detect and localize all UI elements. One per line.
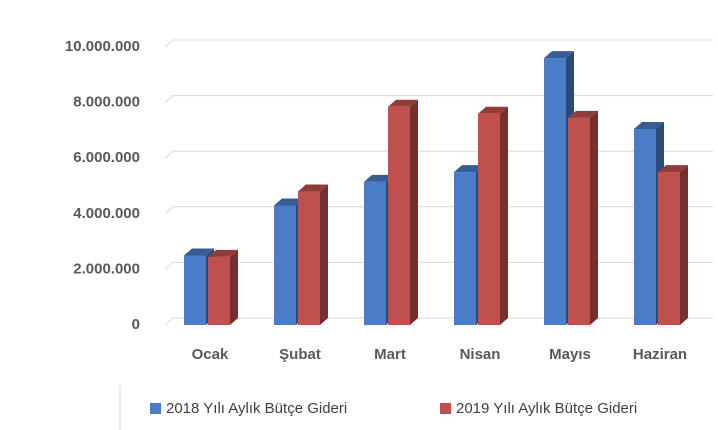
bar-top [544, 51, 574, 59]
grid-line [164, 261, 713, 270]
bar-side [590, 110, 598, 325]
legend-swatch [440, 403, 451, 414]
x-tick-label: Ocak [192, 346, 229, 363]
x-tick-label: Nisan [460, 346, 501, 363]
bar-top [634, 122, 664, 130]
bar [544, 58, 566, 326]
bar-side [680, 165, 688, 325]
y-tick-label: 10.000.000 [65, 38, 140, 55]
bar [388, 106, 410, 326]
y-tick-label: 2.000.000 [73, 260, 140, 277]
x-tick-label: Mart [374, 346, 406, 363]
bar-side [320, 184, 328, 325]
bar [454, 172, 476, 325]
x-tick-label: Haziran [633, 346, 687, 363]
bar-side [500, 106, 508, 325]
bar-top [274, 198, 304, 206]
y-tick-label: 6.000.000 [73, 149, 140, 166]
y-tick-label: 4.000.000 [73, 205, 140, 222]
bar-side [230, 249, 238, 325]
bar [274, 205, 296, 325]
bar-top [478, 106, 508, 114]
bar-top [454, 165, 484, 173]
y-tick-label: 8.000.000 [73, 94, 140, 111]
grid-line [164, 206, 713, 215]
legend-label: 2018 Yılı Aylık Bütçe Gideri [166, 400, 347, 417]
y-tick-label: 0 [132, 316, 140, 333]
bar [658, 172, 680, 325]
x-tick-label: Şubat [279, 346, 321, 363]
grid-line [164, 95, 713, 103]
bar [364, 181, 386, 325]
bar [634, 129, 656, 325]
legend-swatch [150, 403, 161, 414]
grid-line [164, 317, 713, 326]
bar-top [658, 165, 688, 173]
bar [208, 256, 230, 325]
bar [568, 117, 590, 325]
bar-top [364, 174, 394, 182]
grid-line [164, 39, 713, 48]
bar-side [410, 99, 418, 326]
bar-top [388, 99, 418, 107]
bar [478, 113, 500, 325]
grid-line [164, 150, 713, 159]
bar [184, 255, 206, 325]
x-tick-label: Mayıs [549, 346, 591, 363]
bar-top [184, 248, 214, 256]
bar-top [298, 184, 328, 192]
legend-label: 2019 Yılı Aylık Bütçe Gideri [456, 400, 637, 417]
bar [298, 191, 320, 325]
bar-top [208, 249, 238, 257]
bar-top [568, 110, 598, 118]
